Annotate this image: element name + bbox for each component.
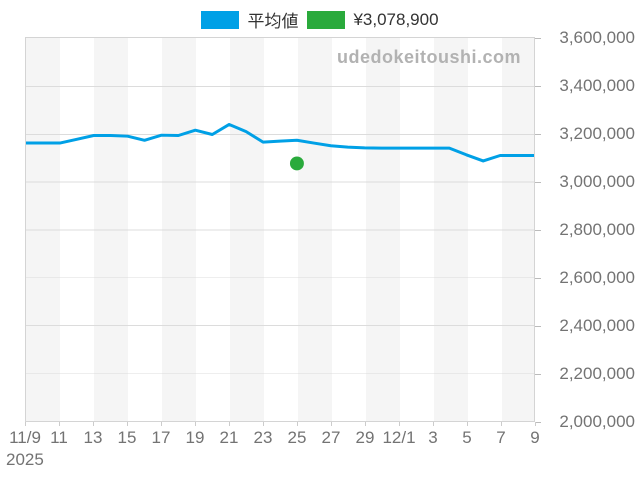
x-axis-label: 13: [83, 428, 103, 447]
x-axis-label: 12/1: [382, 428, 416, 447]
y-axis-label: 2,800,000: [559, 220, 635, 239]
x-axis-label: 11: [50, 428, 68, 447]
x-axis-label: 23: [253, 428, 273, 447]
x-axis-year-label: 2025: [6, 450, 44, 469]
x-axis-label: 15: [117, 428, 137, 447]
y-axis-tick: [535, 373, 541, 375]
x-axis-tick: [229, 422, 230, 426]
x-axis-label: 11/9: [9, 428, 41, 447]
y-axis-label: 2,000,000: [559, 412, 635, 431]
x-axis-tick: [59, 422, 60, 426]
x-axis-tick: [195, 422, 196, 426]
y-axis-label: 2,200,000: [559, 364, 635, 383]
x-axis-tick: [501, 422, 502, 426]
x-axis-tick: [365, 422, 366, 426]
y-axis-tick: [535, 181, 541, 183]
x-axis-label: 5: [462, 428, 472, 447]
x-axis-label: 19: [185, 428, 205, 447]
legend-label-average: 平均値: [247, 12, 299, 31]
y-axis-tick: [535, 229, 541, 231]
x-axis-tick: [93, 422, 94, 426]
x-axis-tick: [535, 422, 536, 426]
x-axis-tick: [399, 422, 400, 426]
legend-swatch-average-icon: [201, 10, 240, 29]
sale-price-marker: [289, 156, 304, 171]
legend-item-average: 平均値: [201, 7, 298, 32]
legend-swatch-sale-price-icon: [307, 10, 346, 29]
x-axis-label: 7: [496, 428, 506, 447]
x-axis-tick: [263, 422, 264, 426]
legend-label-sale-price: ¥3,078,900: [353, 9, 439, 29]
x-axis-tick: [127, 422, 128, 426]
x-axis-label: 29: [355, 428, 375, 447]
x-axis-label: 21: [219, 428, 239, 447]
x-axis-label: 3: [428, 428, 438, 447]
y-axis-label: 3,400,000: [559, 76, 635, 95]
y-axis-tick: [535, 85, 541, 87]
y-axis-label: 3,200,000: [559, 124, 635, 143]
x-axis-label: 25: [287, 428, 307, 447]
x-axis-tick: [161, 422, 162, 426]
x-axis-tick: [297, 422, 298, 426]
x-axis-label: 17: [151, 428, 171, 447]
y-axis-label: 2,400,000: [559, 316, 635, 335]
average-price-line: [26, 122, 534, 163]
y-axis-label: 3,000,000: [559, 172, 635, 191]
x-axis-tick: [331, 422, 332, 426]
y-axis-tick: [535, 277, 541, 279]
x-axis-label: 9: [530, 428, 540, 447]
y-axis-tick: [535, 37, 541, 39]
y-axis-label: 2,600,000: [559, 268, 635, 287]
x-axis-tick: [25, 422, 26, 426]
x-axis-tick: [467, 422, 468, 426]
chart-legend: 平均値 ¥3,078,900: [0, 7, 640, 32]
x-axis-label: 27: [321, 428, 341, 447]
y-axis-tick: [535, 133, 541, 135]
watermark: udedokeitoushi.com: [336, 47, 521, 67]
plot-area: udedokeitoushi.com: [25, 37, 535, 422]
y-axis-label: 3,600,000: [559, 28, 635, 47]
y-axis-tick: [535, 325, 541, 327]
y-axis-tick: [535, 421, 541, 423]
x-axis-tick: [433, 422, 434, 426]
price-line-chart: [26, 86, 534, 374]
legend-item-sale-price: ¥3,078,900: [307, 9, 439, 30]
